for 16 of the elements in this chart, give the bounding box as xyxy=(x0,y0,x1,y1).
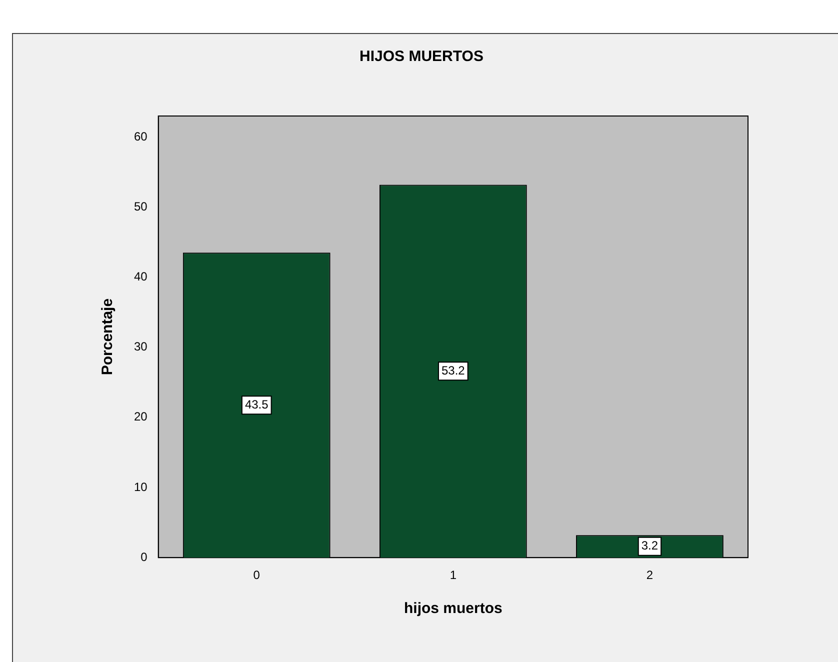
x-tick-label: 0 xyxy=(253,568,260,582)
y-tick-label: 10 xyxy=(134,480,148,494)
y-tick-label: 0 xyxy=(140,550,148,564)
data-label: 43.5 xyxy=(244,397,269,412)
y-tick-label: 60 xyxy=(134,129,148,144)
y-axis-title: Porcentaje xyxy=(99,298,116,376)
x-axis-title: hijos muertos xyxy=(404,600,502,618)
y-tick-label: 40 xyxy=(134,270,148,284)
y-tick-label: 20 xyxy=(134,410,148,424)
x-tick-label: 2 xyxy=(646,568,654,582)
data-label: 53.2 xyxy=(441,363,466,378)
y-tick-label: 50 xyxy=(134,199,148,214)
chart-title: HIJOS MUERTOS xyxy=(360,48,484,66)
x-tick-label: 1 xyxy=(450,568,457,582)
y-tick-label: 30 xyxy=(134,340,148,354)
data-label: 3.2 xyxy=(641,538,658,553)
